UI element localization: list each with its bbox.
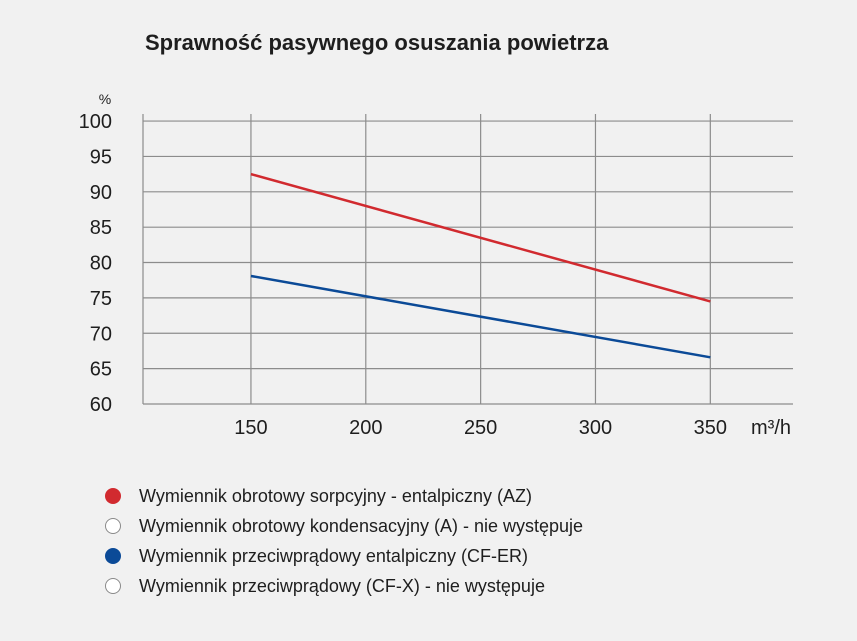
y-tick-label: 85	[90, 217, 112, 239]
y-tick-label: 90	[90, 182, 112, 204]
y-tick-label: 75	[90, 288, 112, 310]
series-line	[250, 274, 711, 359]
x-tick-label: 250	[464, 417, 497, 439]
legend-item: Wymiennik przeciwprądowy entalpiczny (CF…	[105, 541, 583, 571]
x-tick-label: 300	[579, 417, 612, 439]
legend-label: Wymiennik przeciwprądowy (CF-X) - nie wy…	[139, 575, 545, 596]
chart-title: Sprawność pasywnego osuszania powietrza	[145, 30, 609, 55]
legend-label: Wymiennik obrotowy kondensacyjny (A) - n…	[139, 515, 584, 536]
legend-item: Wymiennik obrotowy sorpcyjny - entalpicz…	[105, 481, 583, 511]
y-axis-unit-label: %	[99, 91, 111, 107]
y-tick-label: 80	[90, 253, 112, 275]
legend-marker-icon	[105, 548, 121, 564]
x-tick-label: 350	[694, 417, 727, 439]
series-line	[250, 172, 711, 303]
legend-marker-icon	[105, 518, 121, 534]
y-tick-label: 65	[90, 359, 112, 381]
x-tick-label: 200	[349, 417, 382, 439]
y-tick-label: 100	[79, 111, 112, 133]
legend: Wymiennik obrotowy sorpcyjny - entalpicz…	[105, 481, 583, 601]
legend-label: Wymiennik przeciwprądowy entalpiczny (CF…	[139, 545, 528, 566]
y-tick-label: 70	[90, 323, 112, 345]
legend-item: Wymiennik obrotowy kondensacyjny (A) - n…	[105, 511, 583, 541]
legend-marker-icon	[105, 488, 121, 504]
legend-marker-icon	[105, 578, 121, 594]
x-axis-unit-label: m³/h	[751, 417, 791, 439]
y-tick-label: 95	[90, 146, 112, 168]
y-tick-label: 60	[90, 394, 112, 416]
x-tick-label: 150	[234, 417, 267, 439]
legend-item: Wymiennik przeciwprądowy (CF-X) - nie wy…	[105, 571, 583, 601]
legend-label: Wymiennik obrotowy sorpcyjny - entalpicz…	[139, 485, 532, 506]
